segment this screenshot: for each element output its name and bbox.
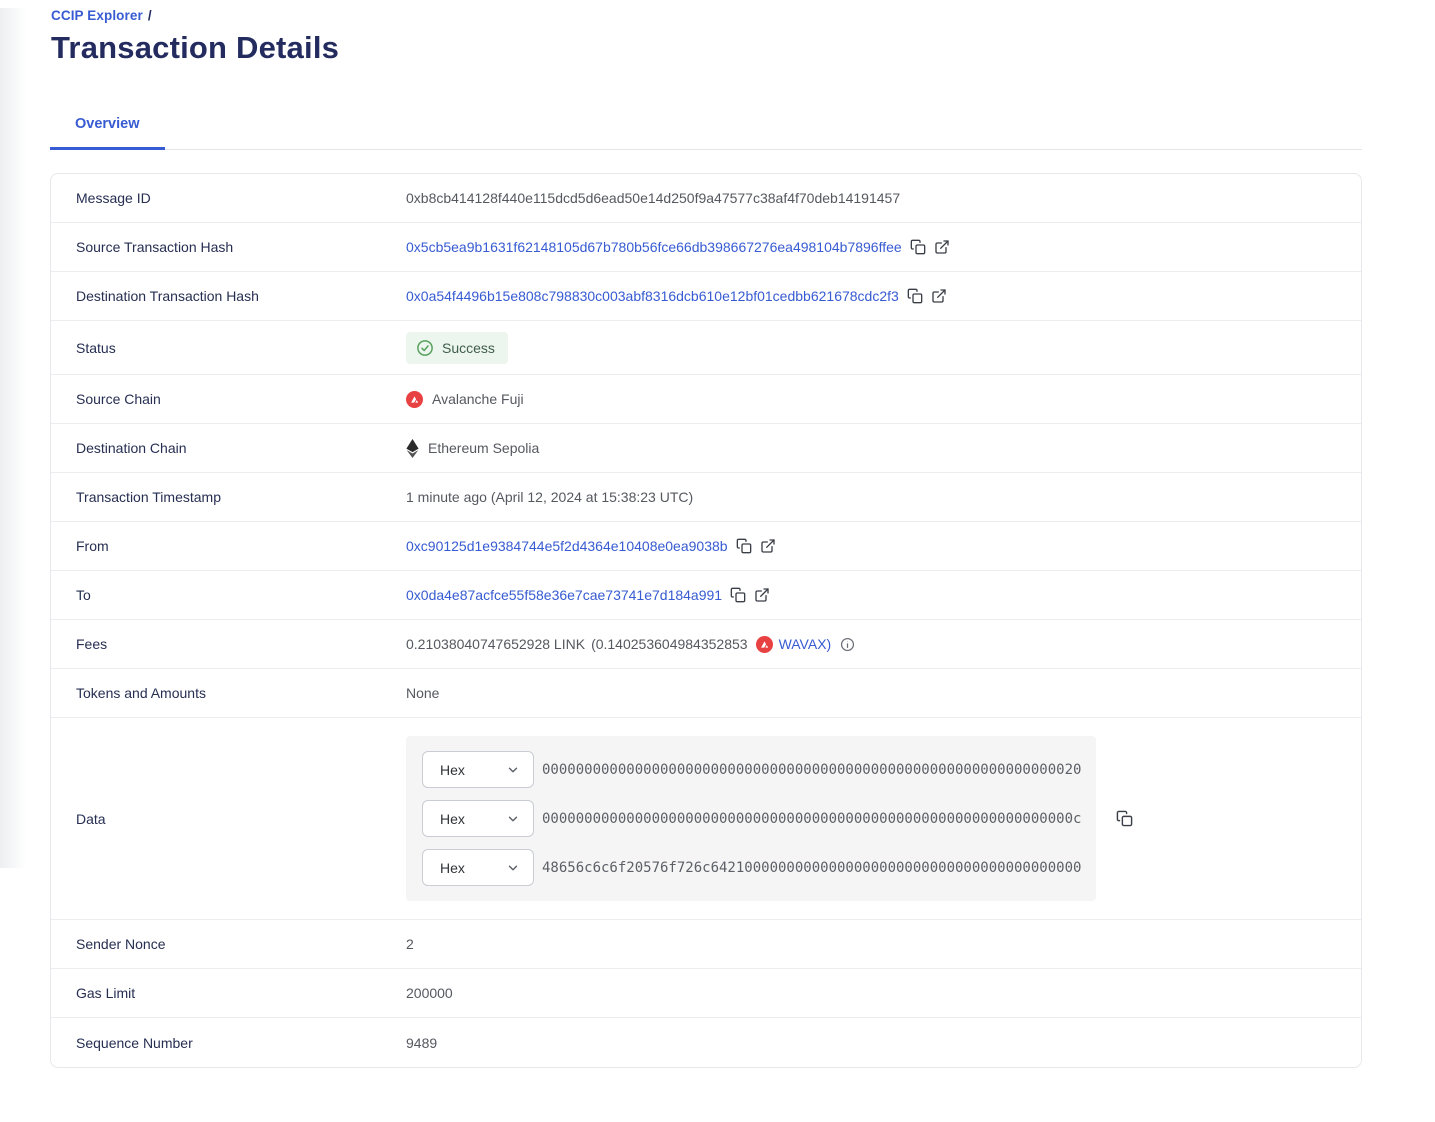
data-label: Data (76, 810, 106, 827)
external-link-icon[interactable] (931, 288, 947, 304)
sequence-number-label: Sequence Number (76, 1034, 193, 1051)
data-line: Hex 48656c6c6f20576f726c6421000000000000… (422, 849, 1082, 886)
source-tx-hash-link[interactable]: 0x5cb5ea9b1631f62148105d67b780b56fce66db… (406, 239, 902, 255)
data-encoding-selected: Hex (440, 761, 465, 778)
external-link-icon[interactable] (934, 239, 950, 255)
row-data: Data Hex 0000000000000000000000000000000… (51, 718, 1361, 920)
info-icon[interactable] (840, 637, 855, 652)
source-chain-label: Source Chain (76, 391, 161, 407)
tab-overview[interactable]: Overview (50, 116, 165, 150)
row-destination-chain: Destination Chain Ethereum Sepolia (51, 424, 1361, 473)
dest-tx-hash-label: Destination Transaction Hash (76, 288, 259, 304)
wavax-token-link[interactable]: WAVAX) (778, 636, 832, 652)
data-hex-line-3: 48656c6c6f20576f726c64210000000000000000… (542, 859, 1082, 876)
from-address-link[interactable]: 0xc90125d1e9384744e5f2d4364e10408e0ea903… (406, 538, 728, 554)
gas-limit-label: Gas Limit (76, 985, 136, 1001)
to-label: To (76, 587, 91, 603)
row-tokens-and-amounts: Tokens and Amounts None (51, 669, 1361, 718)
transaction-details-card: Message ID 0xb8cb414128f440e115dcd5d6ead… (50, 173, 1362, 1068)
row-message-id: Message ID 0xb8cb414128f440e115dcd5d6ead… (51, 174, 1361, 223)
message-id-label: Message ID (76, 190, 151, 206)
tokens-value: None (406, 685, 440, 701)
check-circle-icon (416, 339, 434, 357)
status-badge-text: Success (442, 339, 495, 356)
copy-icon[interactable] (736, 538, 752, 554)
status-badge: Success (406, 331, 508, 364)
data-encoding-selected: Hex (440, 810, 465, 827)
message-id-value: 0xb8cb414128f440e115dcd5d6ead50e14d250f9… (406, 190, 901, 206)
row-sender-nonce: Sender Nonce 2 (51, 920, 1361, 969)
copy-icon[interactable] (730, 587, 746, 603)
row-source-transaction-hash: Source Transaction Hash 0x5cb5ea9b1631f6… (51, 223, 1361, 272)
data-encoding-select[interactable]: Hex (422, 751, 534, 788)
row-fees: Fees 0.21038040747652928 LINK (0.1402536… (51, 620, 1361, 669)
avalanche-icon (755, 635, 773, 653)
source-chain-name: Avalanche Fuji (432, 391, 524, 407)
data-hex-line-2: 0000000000000000000000000000000000000000… (542, 810, 1082, 827)
fees-link-amount: 0.21038040747652928 LINK (406, 636, 586, 652)
to-address-link[interactable]: 0x0da4e87acfce55f58e36e7cae73741e7d184a9… (406, 587, 723, 603)
data-encoding-select[interactable]: Hex (422, 849, 534, 886)
row-transaction-timestamp: Transaction Timestamp 1 minute ago (Apri… (51, 473, 1361, 522)
dest-chain-name: Ethereum Sepolia (428, 440, 540, 456)
timestamp-value: 1 minute ago (April 12, 2024 at 15:38:23… (406, 489, 694, 505)
row-sequence-number: Sequence Number 9489 (51, 1018, 1361, 1067)
external-link-icon[interactable] (754, 587, 770, 603)
copy-icon[interactable] (907, 288, 923, 304)
gas-limit-value: 200000 (406, 985, 453, 1001)
ethereum-icon (406, 438, 419, 458)
from-label: From (76, 538, 109, 554)
breadcrumb: CCIP Explorer / (51, 8, 1435, 23)
copy-icon[interactable] (1116, 810, 1133, 827)
chevron-down-icon (506, 861, 520, 875)
left-edge-shadow (0, 8, 26, 868)
data-encoding-select[interactable]: Hex (422, 800, 534, 837)
row-to: To 0x0da4e87acfce55f58e36e7cae73741e7d18… (51, 571, 1361, 620)
dest-chain-label: Destination Chain (76, 440, 187, 456)
row-from: From 0xc90125d1e9384744e5f2d4364e10408e0… (51, 522, 1361, 571)
dest-tx-hash-link[interactable]: 0x0a54f4496b15e808c798830c003abf8316dcb6… (406, 288, 899, 304)
fees-converted-amount: (0.140253604984352853 (591, 636, 748, 652)
data-hex-box: Hex 000000000000000000000000000000000000… (406, 736, 1096, 901)
external-link-icon[interactable] (760, 538, 776, 554)
row-source-chain: Source Chain Avalanche Fuji (51, 375, 1361, 424)
page-title: Transaction Details (51, 30, 340, 65)
tokens-label: Tokens and Amounts (76, 685, 206, 701)
sender-nonce-label: Sender Nonce (76, 936, 166, 952)
fees-label: Fees (76, 636, 108, 652)
data-encoding-selected: Hex (440, 859, 465, 876)
sender-nonce-value: 2 (406, 936, 414, 952)
copy-icon[interactable] (910, 239, 926, 255)
avalanche-icon (406, 390, 423, 408)
data-line: Hex 000000000000000000000000000000000000… (422, 751, 1082, 788)
chevron-down-icon (506, 812, 520, 826)
row-destination-transaction-hash: Destination Transaction Hash 0x0a54f4496… (51, 272, 1361, 321)
tab-bar: Overview (50, 116, 1362, 150)
breadcrumb-separator: / (147, 8, 152, 23)
source-tx-hash-label: Source Transaction Hash (76, 239, 234, 255)
sequence-number-value: 9489 (406, 1034, 438, 1051)
breadcrumb-ccip-explorer-link[interactable]: CCIP Explorer (51, 8, 143, 23)
timestamp-label: Transaction Timestamp (76, 489, 221, 505)
row-status: Status Success (51, 321, 1361, 375)
status-label: Status (76, 339, 116, 356)
data-line: Hex 000000000000000000000000000000000000… (422, 800, 1082, 837)
data-hex-line-1: 0000000000000000000000000000000000000000… (542, 761, 1082, 778)
row-gas-limit: Gas Limit 200000 (51, 969, 1361, 1018)
chevron-down-icon (506, 763, 520, 777)
